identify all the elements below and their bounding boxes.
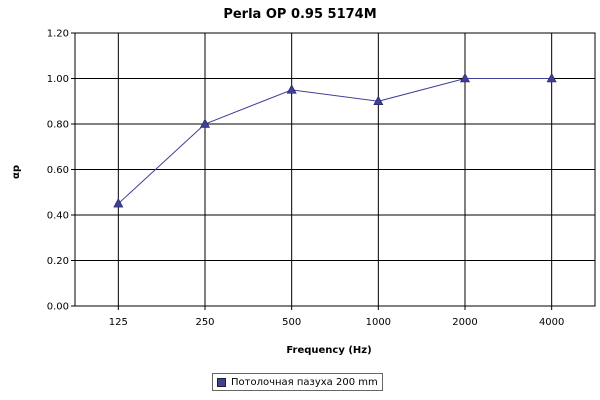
legend-swatch: [217, 377, 226, 387]
grid: [74, 32, 596, 307]
y-tick-label: 0.60: [47, 165, 69, 176]
x-tick-label: 125: [109, 317, 128, 328]
data-point-marker: [373, 95, 384, 106]
x-tick-label: 4000: [539, 317, 564, 328]
data-point-marker: [286, 84, 297, 94]
y-tick-label: 0.40: [47, 211, 69, 222]
data-point-marker: [460, 72, 470, 83]
series-group: [113, 72, 557, 208]
y-tick-label: 1.20: [47, 29, 69, 40]
x-axis-label: Frequency (Hz): [286, 345, 371, 356]
x-tick-label: 250: [195, 317, 214, 328]
y-ticks: 0.00 0.20 0.40 0.60 0.80 1.00 1.20: [47, 29, 75, 313]
data-point-marker: [113, 197, 124, 208]
legend-label: Потолочная пазуха 200 mm: [231, 376, 378, 388]
x-tick-label: 1000: [366, 317, 391, 328]
y-tick-label: 0.20: [47, 256, 69, 267]
x-tick-label: 500: [282, 317, 301, 328]
data-point-marker: [200, 118, 210, 128]
data-point-marker: [546, 72, 557, 83]
y-tick-label: 0.80: [47, 120, 69, 131]
x-tick-label: 2000: [452, 317, 477, 328]
chart-title: Perla OP 0.95 5174M: [223, 7, 376, 22]
y-axis-label: αp: [11, 165, 22, 179]
y-tick-label: 0.00: [47, 302, 69, 313]
legend: Потолочная пазуха 200 mm: [212, 373, 383, 391]
x-ticks: 125 250 500 1000 2000 4000: [109, 306, 564, 328]
series-line: [117, 78, 552, 204]
y-tick-label: 1.00: [47, 74, 69, 85]
